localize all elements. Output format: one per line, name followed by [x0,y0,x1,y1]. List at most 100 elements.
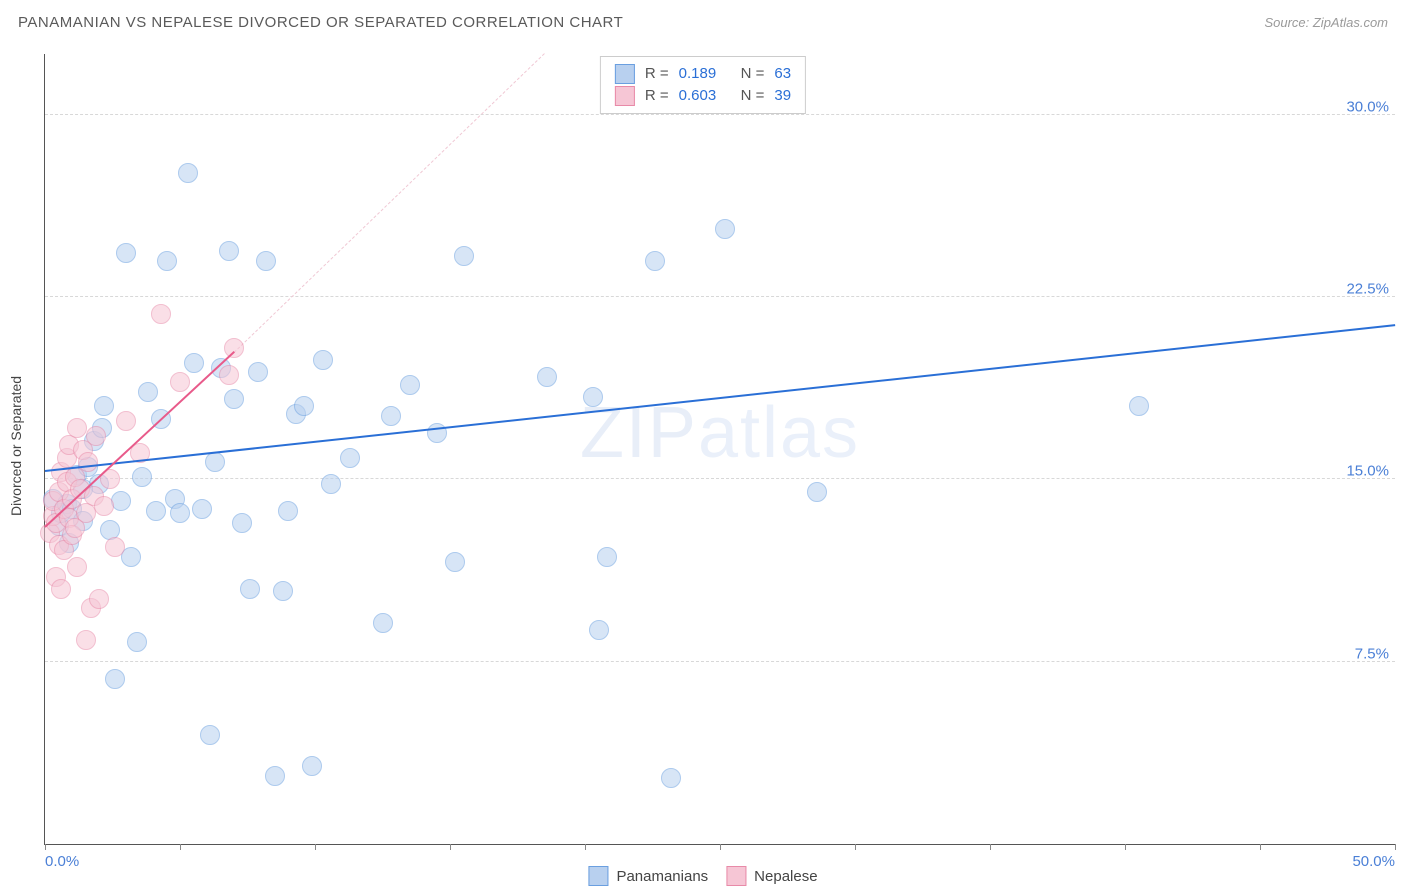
scatter-point [86,426,106,446]
x-tick [720,844,721,850]
scatter-point [151,304,171,324]
source-attribution: Source: ZipAtlas.com [1264,15,1388,30]
scatter-point [192,499,212,519]
scatter-point [273,581,293,601]
scatter-point [219,241,239,261]
gridline-h [45,478,1395,479]
scatter-point [537,367,557,387]
scatter-point [583,387,603,407]
scatter-point [313,350,333,370]
watermark-text: ZIPatlas [580,392,860,474]
scatter-point [94,496,114,516]
scatter-point [170,372,190,392]
scatter-point [294,396,314,416]
scatter-point [132,467,152,487]
scatter-point [170,503,190,523]
scatter-point [807,482,827,502]
x-tick [180,844,181,850]
scatter-point [445,552,465,572]
gridline-h [45,661,1395,662]
page-header: PANAMANIAN VS NEPALESE DIVORCED OR SEPAR… [0,0,1406,44]
x-tick [45,844,46,850]
scatter-point [205,452,225,472]
scatter-point [232,513,252,533]
legend-series-item: Nepalese [726,866,817,886]
scatter-point [224,338,244,358]
scatter-point [146,501,166,521]
scatter-point [302,756,322,776]
y-tick-label: 7.5% [1355,645,1389,662]
scatter-point [597,547,617,567]
scatter-point [381,406,401,426]
legend-r-value: 0.603 [679,85,731,107]
y-axis-label: Divorced or Separated [8,376,24,516]
scatter-point [138,382,158,402]
legend-n-value: 63 [774,63,791,85]
x-tick [585,844,586,850]
scatter-point [340,448,360,468]
scatter-point [178,163,198,183]
legend-swatch [588,866,608,886]
scatter-point [89,589,109,609]
scatter-point [1129,396,1149,416]
y-tick-label: 22.5% [1346,281,1389,298]
legend-r-value: 0.189 [679,63,731,85]
scatter-point [94,396,114,416]
x-tick-label: 50.0% [1352,853,1395,870]
scatter-point [105,669,125,689]
y-tick-label: 15.0% [1346,463,1389,480]
scatter-point [67,418,87,438]
scatter-point [454,246,474,266]
legend-series-label: Nepalese [754,868,817,885]
scatter-point [240,579,260,599]
y-tick-label: 30.0% [1346,98,1389,115]
scatter-point [589,620,609,640]
correlation-legend: R =0.189N =63R =0.603N =39 [600,56,806,114]
scatter-point [219,365,239,385]
scatter-point [265,766,285,786]
scatter-point [200,725,220,745]
legend-swatch [726,866,746,886]
x-tick [1260,844,1261,850]
x-tick [1395,844,1396,850]
x-tick [450,844,451,850]
legend-n-label: N = [741,63,765,85]
regression-line [45,324,1395,472]
scatter-point [184,353,204,373]
legend-swatch [615,86,635,106]
series-legend: Panamanians Nepalese [588,866,817,886]
x-tick [855,844,856,850]
legend-n-label: N = [741,85,765,107]
scatter-point [400,375,420,395]
scatter-point [248,362,268,382]
legend-series-label: Panamanians [616,868,708,885]
scatter-point [76,630,96,650]
gridline-h [45,296,1395,297]
scatter-point [116,411,136,431]
x-tick-label: 0.0% [45,853,79,870]
scatter-point [373,613,393,633]
scatter-point [116,243,136,263]
scatter-plot-area: ZIPatlas 7.5%15.0%22.5%30.0%0.0%50.0% [44,54,1395,845]
chart-title: PANAMANIAN VS NEPALESE DIVORCED OR SEPAR… [18,14,623,31]
scatter-point [278,501,298,521]
scatter-point [51,579,71,599]
legend-swatch [615,64,635,84]
scatter-point [78,452,98,472]
regression-line [234,53,545,353]
scatter-point [127,632,147,652]
legend-correlation-row: R = 0.189 N = 63 [615,63,791,85]
scatter-point [224,389,244,409]
scatter-point [661,768,681,788]
legend-r-label: R = [645,85,669,107]
x-tick [1125,844,1126,850]
legend-correlation-row: R =0.603N =39 [615,85,791,107]
scatter-point [105,537,125,557]
legend-series-item: Panamanians [588,866,708,886]
scatter-point [157,251,177,271]
scatter-point [321,474,341,494]
scatter-point [67,557,87,577]
x-tick [315,844,316,850]
legend-r-label: R = [645,63,669,85]
x-tick [990,844,991,850]
